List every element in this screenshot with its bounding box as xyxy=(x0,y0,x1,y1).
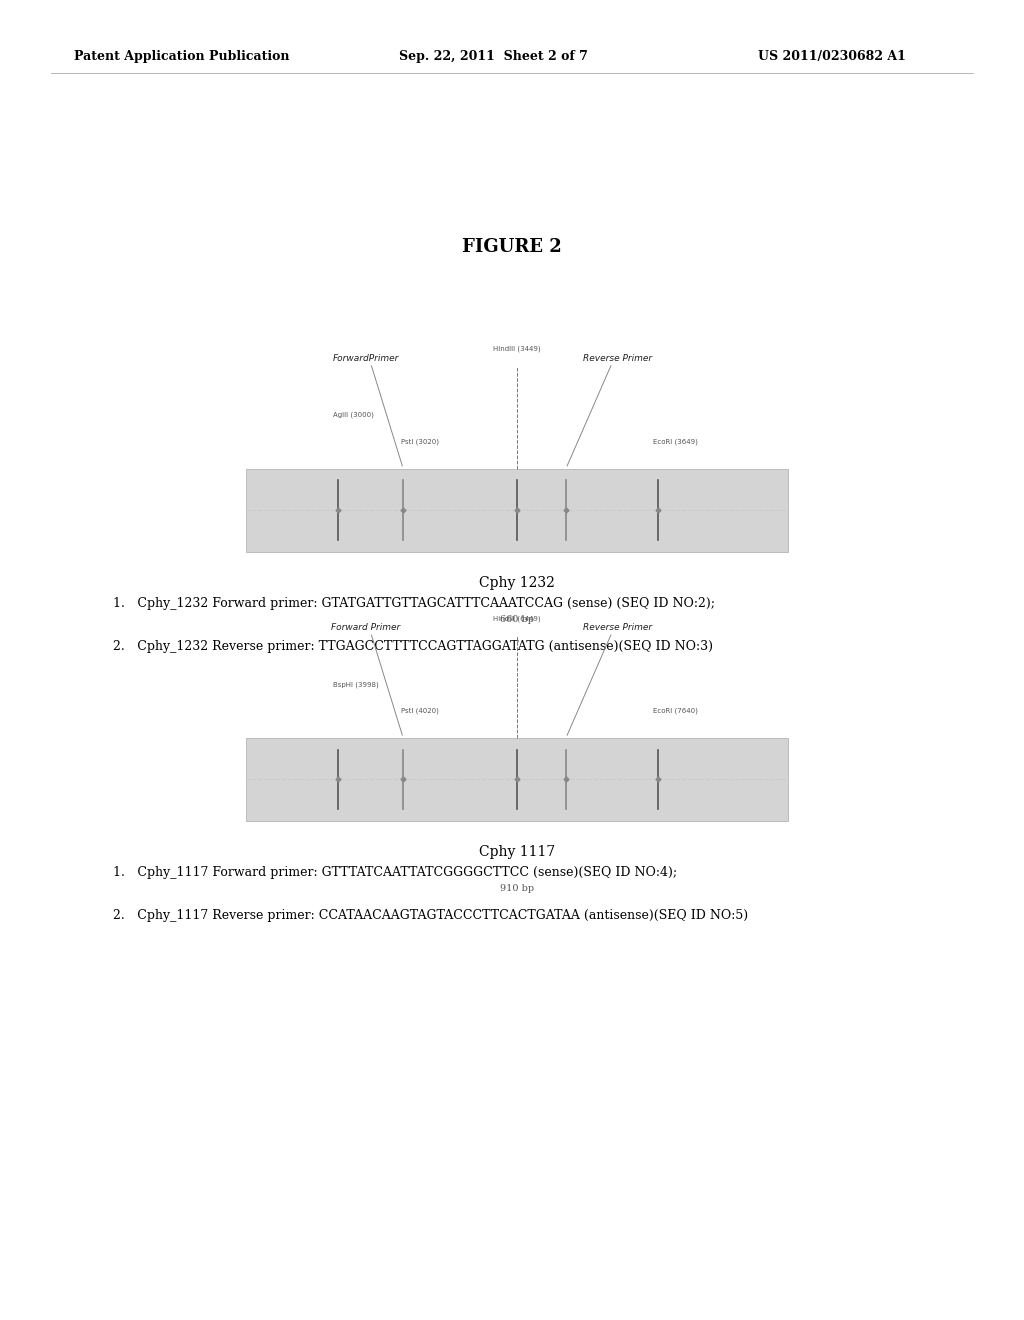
Text: US 2011/0230682 A1: US 2011/0230682 A1 xyxy=(758,50,905,63)
Text: Cphy 1117: Cphy 1117 xyxy=(479,845,555,859)
Text: BspHI (3998): BspHI (3998) xyxy=(333,681,379,688)
Text: 2. Cphy_1232 Reverse primer: TTGAGCCTTTTCCAGTTAGGATATG (antisense)(SEQ ID NO:3): 2. Cphy_1232 Reverse primer: TTGAGCCTTTT… xyxy=(113,640,713,653)
Text: Forward Primer: Forward Primer xyxy=(331,623,400,632)
Text: EcoRI (7640): EcoRI (7640) xyxy=(653,708,698,714)
Bar xyxy=(246,738,788,821)
Text: AglII (3000): AglII (3000) xyxy=(333,412,374,418)
Text: 660 bp: 660 bp xyxy=(500,615,535,624)
Text: 910 bp: 910 bp xyxy=(500,884,535,894)
Text: HindIII (3449): HindIII (3449) xyxy=(494,346,541,352)
Text: Cphy 1232: Cphy 1232 xyxy=(479,576,555,590)
Text: FIGURE 2: FIGURE 2 xyxy=(462,238,562,256)
Text: Reverse Primer: Reverse Primer xyxy=(583,623,652,632)
Text: PstI (4020): PstI (4020) xyxy=(401,708,439,714)
Text: 1. Cphy_1117 Forward primer: GTTTATCAATTATCGGGGCTTCC (sense)(SEQ ID NO:4);: 1. Cphy_1117 Forward primer: GTTTATCAATT… xyxy=(113,866,677,879)
Text: Reverse Primer: Reverse Primer xyxy=(583,354,652,363)
Text: EcoRI (3649): EcoRI (3649) xyxy=(653,438,698,445)
Bar xyxy=(246,469,788,552)
Text: 1. Cphy_1232 Forward primer: GTATGATTGTTAGCATTTCAAATCCAG (sense) (SEQ ID NO:2);: 1. Cphy_1232 Forward primer: GTATGATTGTT… xyxy=(113,597,715,610)
Text: ForwardPrimer: ForwardPrimer xyxy=(332,354,398,363)
Text: PstI (3020): PstI (3020) xyxy=(401,438,439,445)
Text: Sep. 22, 2011  Sheet 2 of 7: Sep. 22, 2011 Sheet 2 of 7 xyxy=(399,50,588,63)
Text: Patent Application Publication: Patent Application Publication xyxy=(74,50,289,63)
Text: HindIII (6449): HindIII (6449) xyxy=(494,615,541,622)
Text: 2. Cphy_1117 Reverse primer: CCATAACAAGTAGTACCCTTCACTGATAA (antisense)(SEQ ID NO: 2. Cphy_1117 Reverse primer: CCATAACAAGT… xyxy=(113,909,748,923)
